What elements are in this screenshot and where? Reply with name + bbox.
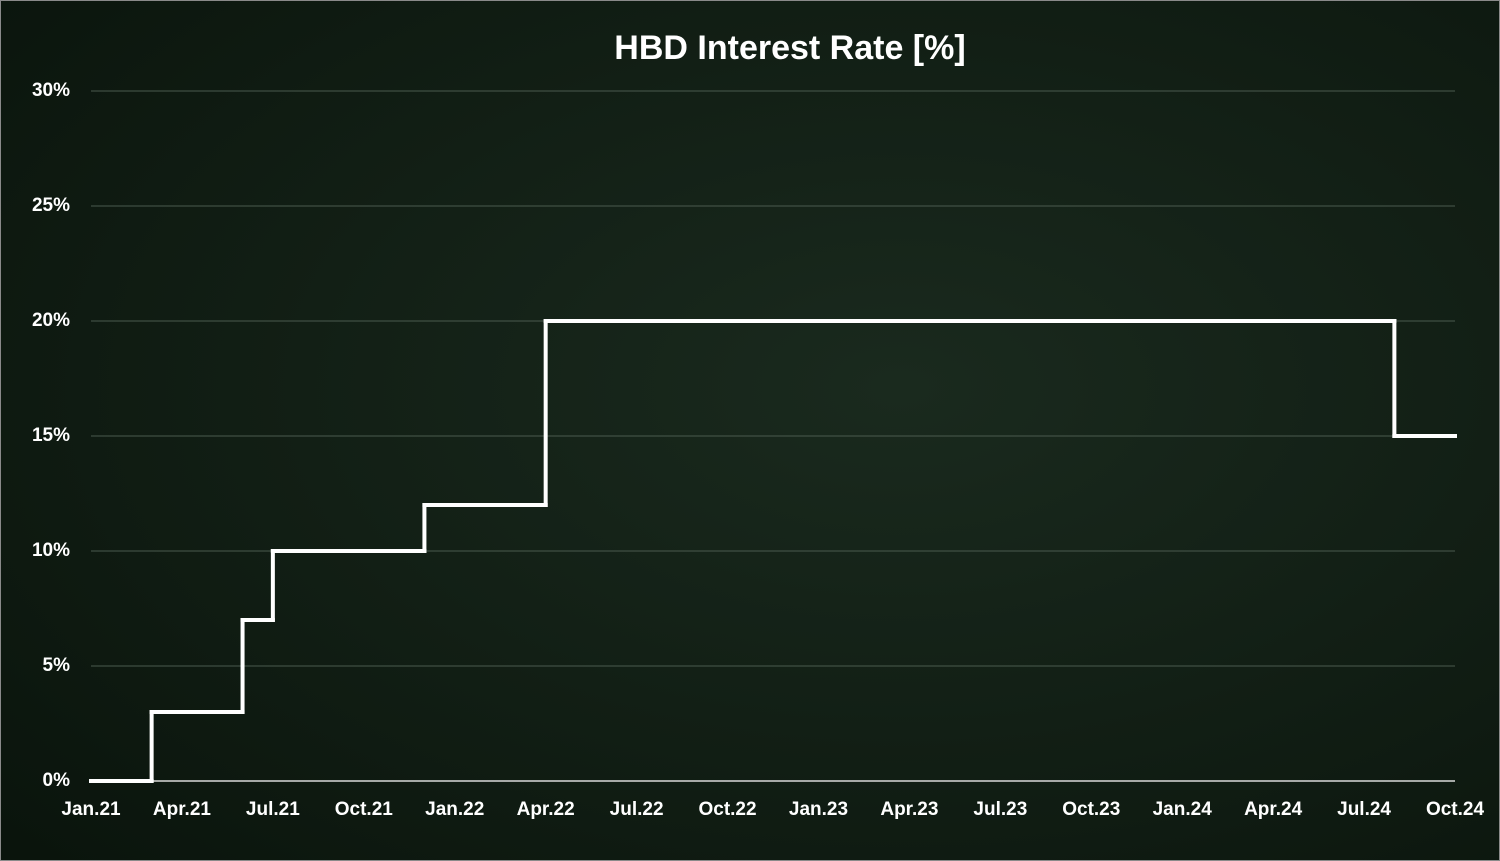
x-tick-label: Oct.23 bbox=[1062, 799, 1120, 820]
y-tick-label: 30% bbox=[32, 80, 70, 101]
x-tick-label: Jul.22 bbox=[610, 799, 664, 820]
x-tick-label: Apr.23 bbox=[880, 799, 938, 820]
y-tick-label: 25% bbox=[32, 195, 70, 216]
x-tick-label: Oct.21 bbox=[335, 799, 394, 820]
y-tick-label: 10% bbox=[32, 540, 70, 561]
x-tick-label: Jul.24 bbox=[1337, 799, 1391, 820]
x-tick-label: Jul.21 bbox=[246, 799, 300, 820]
x-tick-label: Apr.22 bbox=[517, 799, 575, 820]
y-tick-label: 20% bbox=[32, 310, 70, 331]
x-tick-label: Jan.24 bbox=[1153, 799, 1213, 820]
y-tick-label: 15% bbox=[32, 425, 70, 446]
x-tick-label: Jan.21 bbox=[61, 799, 121, 820]
x-tick-label: Jan.22 bbox=[425, 799, 484, 820]
x-tick-label: Apr.21 bbox=[153, 799, 212, 820]
x-tick-label: Oct.24 bbox=[1426, 799, 1485, 820]
x-tick-label: Oct.22 bbox=[698, 799, 756, 820]
x-tick-label: Jul.23 bbox=[973, 799, 1027, 820]
y-tick-label: 5% bbox=[43, 655, 71, 676]
x-tick-label: Apr.24 bbox=[1244, 799, 1303, 820]
chart-title: HBD Interest Rate [%] bbox=[614, 29, 965, 67]
y-tick-label: 0% bbox=[43, 770, 71, 791]
x-tick-label: Jan.23 bbox=[789, 799, 848, 820]
